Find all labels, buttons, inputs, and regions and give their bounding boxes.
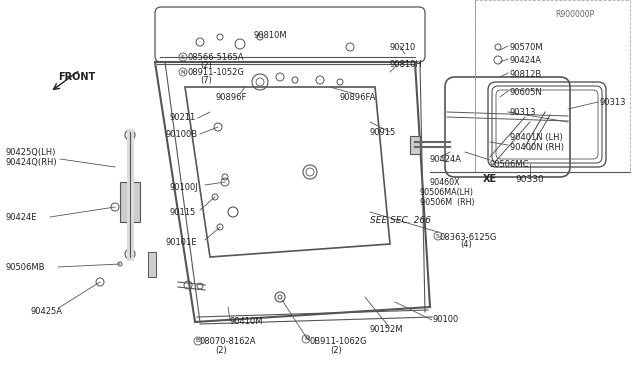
Text: FRONT: FRONT	[58, 72, 95, 82]
Text: 90330: 90330	[515, 174, 544, 183]
Text: 90115: 90115	[170, 208, 196, 217]
Text: 90570M: 90570M	[510, 42, 543, 51]
Text: B: B	[196, 339, 200, 343]
Text: S: S	[181, 55, 185, 60]
Text: (4): (4)	[460, 241, 472, 250]
Text: 90210: 90210	[390, 42, 416, 51]
Bar	[148, 252, 156, 277]
Text: N: N	[305, 337, 309, 341]
Text: 90313: 90313	[600, 97, 627, 106]
Text: (2): (2)	[200, 61, 212, 70]
Text: N: N	[180, 70, 186, 74]
Text: 90506MC: 90506MC	[490, 160, 529, 169]
Text: 90812B: 90812B	[510, 70, 542, 78]
Text: R900000P: R900000P	[556, 10, 595, 19]
Text: 08070-8162A: 08070-8162A	[200, 337, 257, 346]
Text: 90100J: 90100J	[170, 183, 199, 192]
Text: 90506M  (RH): 90506M (RH)	[420, 198, 475, 206]
Text: 90506MB: 90506MB	[5, 263, 45, 272]
Text: 90460X: 90460X	[430, 177, 461, 186]
Text: 08363-6125G: 08363-6125G	[440, 232, 497, 241]
Text: 90506MA(LH): 90506MA(LH)	[420, 187, 474, 196]
Text: 90211: 90211	[170, 112, 196, 122]
Text: 90810H: 90810H	[390, 60, 423, 68]
Text: 90896FA: 90896FA	[340, 93, 376, 102]
Bar	[410, 136, 420, 154]
Text: 90424A: 90424A	[430, 154, 462, 164]
Text: 90915: 90915	[370, 128, 396, 137]
Text: 0B911-1062G: 0B911-1062G	[310, 337, 367, 346]
Text: 90401N (LH): 90401N (LH)	[510, 132, 563, 141]
Text: 90101E: 90101E	[165, 237, 196, 247]
Text: 90313: 90313	[510, 108, 536, 116]
Text: (7): (7)	[200, 76, 212, 84]
Text: (2): (2)	[215, 346, 227, 355]
Text: SEE SEC. 266: SEE SEC. 266	[370, 215, 431, 224]
Text: XE: XE	[483, 174, 497, 184]
Text: 08911-1052G: 08911-1052G	[188, 67, 245, 77]
Text: 90410M: 90410M	[230, 317, 264, 327]
Text: 90424E: 90424E	[5, 212, 36, 221]
Text: 90424A: 90424A	[510, 55, 542, 64]
Text: 90425Q(LH): 90425Q(LH)	[5, 148, 56, 157]
Text: 90425A: 90425A	[30, 308, 62, 317]
Text: 90810M: 90810M	[253, 31, 287, 39]
Text: 90100B: 90100B	[165, 129, 197, 138]
Text: 90896F: 90896F	[215, 93, 246, 102]
Bar	[120, 182, 140, 222]
Text: 90605N: 90605N	[510, 87, 543, 96]
Text: 90424Q(RH): 90424Q(RH)	[5, 157, 56, 167]
Text: 90400N (RH): 90400N (RH)	[510, 142, 564, 151]
Text: 08566-5165A: 08566-5165A	[188, 52, 244, 61]
Text: 90152M: 90152M	[370, 326, 403, 334]
Text: 90100: 90100	[433, 315, 460, 324]
Text: S: S	[436, 234, 440, 238]
Text: (2): (2)	[330, 346, 342, 355]
